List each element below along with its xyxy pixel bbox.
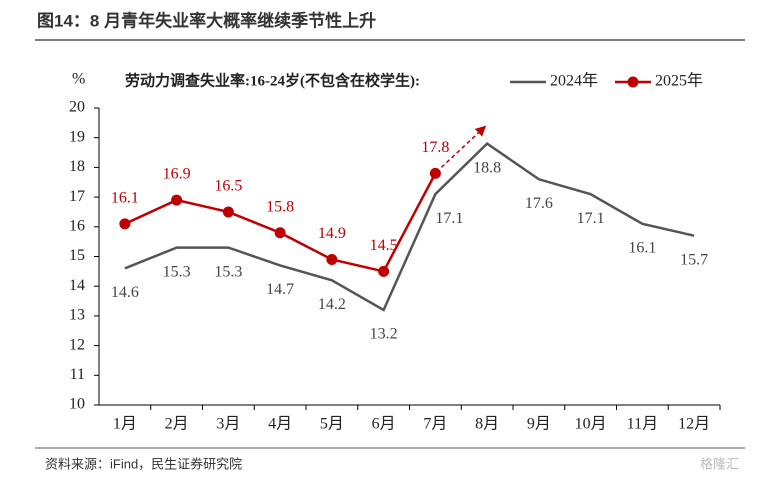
- y-tick-label: 15: [69, 247, 85, 264]
- source: 资料来源：iFind，民生证券研究院: [45, 456, 242, 471]
- y-tick-label: 11: [70, 366, 85, 383]
- y-tick-label: 13: [69, 307, 85, 324]
- data-label: 18.8: [473, 159, 501, 176]
- data-label: 16.1: [628, 240, 656, 257]
- data-label: 16.5: [214, 178, 242, 195]
- legend-marker: [627, 76, 639, 88]
- y-tick-label: 19: [69, 128, 85, 145]
- series-line: [124, 142, 695, 312]
- data-label: 15.7: [680, 251, 708, 268]
- data-label: 15.3: [163, 263, 191, 280]
- data-label: 14.7: [266, 281, 294, 298]
- point: [119, 218, 131, 230]
- x-tick-label: 7月: [423, 416, 447, 433]
- x-tick-label: 6月: [372, 416, 396, 433]
- point: [378, 265, 390, 277]
- y-tick-label: 14: [69, 277, 85, 294]
- chart-title: 劳动力调查失业率:16-24岁(不包含在校学生):: [125, 71, 420, 89]
- data-label: 15.8: [266, 198, 294, 215]
- x-tick-label: 2月: [165, 416, 189, 433]
- x-tick-label: 1月: [113, 416, 137, 433]
- data-label: 16.9: [163, 166, 191, 183]
- point: [274, 227, 286, 239]
- x-tick-label: 10月: [575, 416, 607, 433]
- series-line: [124, 172, 437, 273]
- point: [429, 167, 441, 179]
- point: [326, 253, 338, 265]
- watermark: 格隆汇: [700, 456, 739, 471]
- y-tick-label: 10: [69, 396, 85, 413]
- data-label: 17.8: [421, 139, 449, 156]
- x-tick-label: 12月: [678, 416, 710, 433]
- data-label: 14.2: [318, 296, 346, 313]
- point: [222, 206, 234, 218]
- data-label: 17.1: [435, 210, 463, 227]
- y-axis-label: %: [72, 71, 85, 88]
- data-label: 17.1: [577, 210, 605, 227]
- figure-title: 图14：8 月青年失业率大概率继续季节性上升: [37, 10, 376, 30]
- x-tick-label: 3月: [216, 416, 240, 433]
- data-label: 14.9: [318, 225, 346, 242]
- data-label: 13.2: [370, 326, 398, 343]
- data-label: 17.6: [525, 195, 553, 212]
- y-tick-label: 17: [69, 188, 85, 205]
- y-tick-label: 20: [69, 99, 85, 116]
- data-label: 14.5: [370, 237, 398, 254]
- data-label: 16.1: [111, 190, 139, 207]
- x-tick-label: 4月: [268, 416, 292, 433]
- y-tick-label: 16: [69, 217, 85, 234]
- x-tick-label: 8月: [475, 416, 499, 433]
- x-tick-label: 9月: [527, 416, 551, 433]
- data-label: 15.3: [214, 263, 242, 280]
- y-tick-label: 18: [69, 158, 85, 175]
- legend-label: 2025年: [655, 72, 703, 90]
- trend-arrow: [440, 125, 487, 168]
- point: [171, 194, 183, 206]
- legend-label: 2024年: [550, 72, 598, 90]
- data-label: 14.6: [111, 284, 139, 301]
- x-tick-label: 5月: [320, 416, 344, 433]
- y-tick-label: 12: [69, 336, 85, 353]
- x-tick-label: 11月: [627, 416, 658, 433]
